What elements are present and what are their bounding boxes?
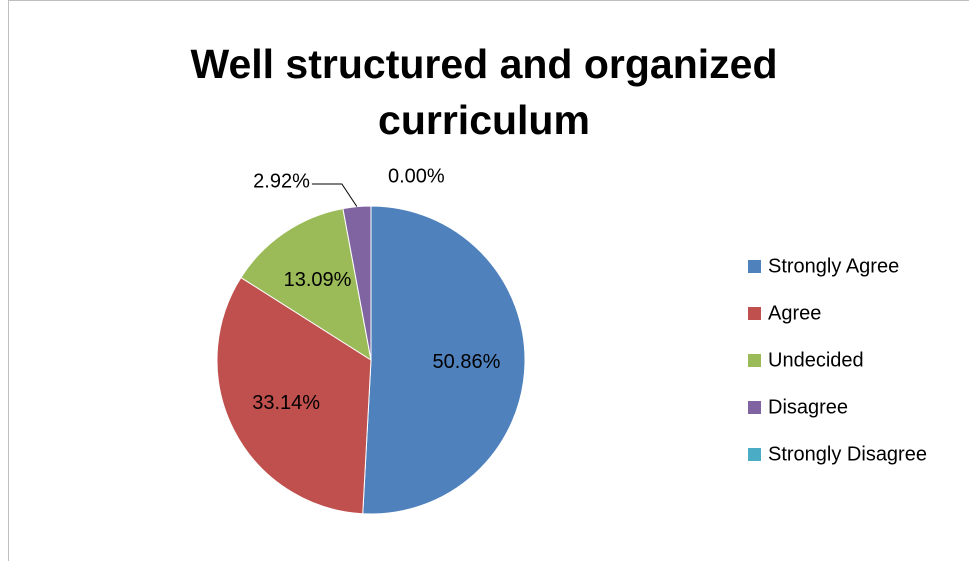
legend-swatch xyxy=(748,448,761,461)
leader-line xyxy=(311,183,358,207)
pie-slice xyxy=(362,205,526,515)
pie-slice xyxy=(240,208,372,362)
data-label: 50.86% xyxy=(433,351,501,373)
pie-slice xyxy=(216,276,372,515)
data-label: 2.92% xyxy=(253,170,310,192)
legend-label: Disagree xyxy=(768,396,848,418)
legend-label: Agree xyxy=(768,302,821,324)
legend-swatch xyxy=(748,260,761,273)
data-label: 33.14% xyxy=(252,392,320,414)
data-label: 0.00% xyxy=(388,165,445,187)
legend-swatch xyxy=(748,354,761,367)
data-label: 13.09% xyxy=(284,269,352,291)
legend-swatch xyxy=(748,307,761,320)
legend-label: Strongly Disagree xyxy=(768,443,927,465)
legend-label: Strongly Agree xyxy=(768,255,899,277)
legend-label: Undecided xyxy=(768,349,864,371)
legend-swatch xyxy=(748,401,761,414)
chart-border xyxy=(8,0,969,561)
chart-title: Well structured and organized curriculum xyxy=(190,41,778,143)
